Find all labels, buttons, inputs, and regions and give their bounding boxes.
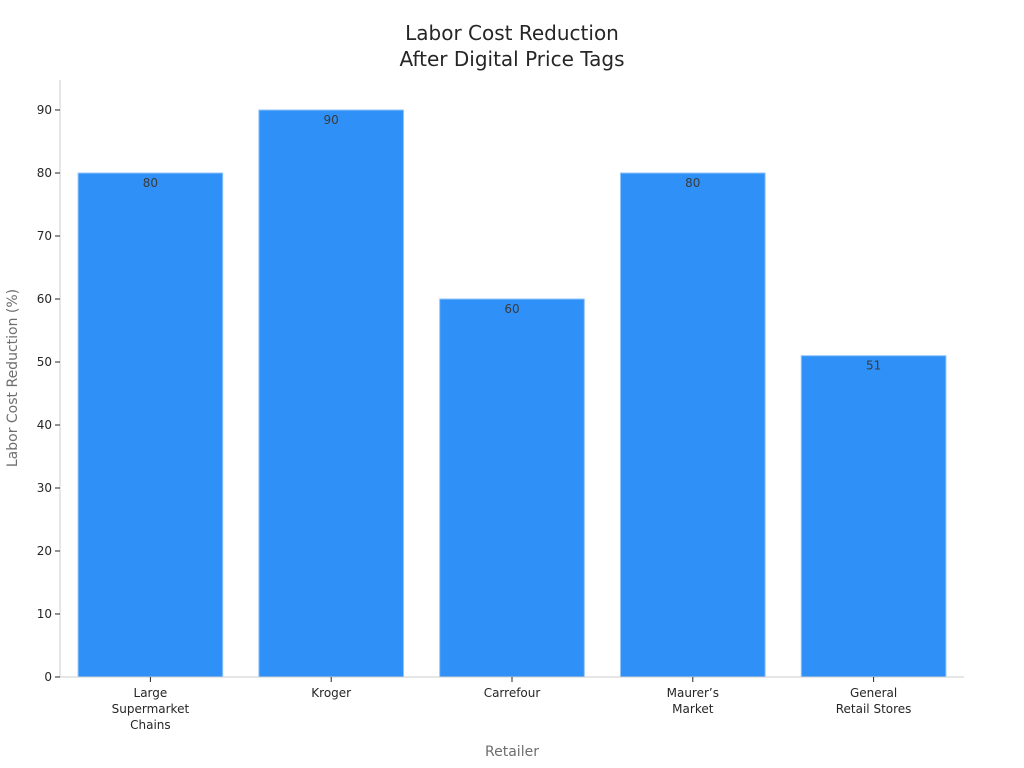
x-tick-label: Kroger (311, 686, 351, 700)
bar (619, 172, 766, 678)
x-tick-label-line: General (850, 686, 897, 700)
bar-value-label: 80 (685, 176, 700, 190)
y-axis-ticks: 0 10 20 30 40 50 60 70 80 90 (37, 103, 60, 684)
data-labels: 80 90 60 80 51 (143, 113, 881, 373)
x-tick-label: Large Supermarket Chains (112, 686, 190, 732)
y-tick-label: 60 (37, 292, 52, 306)
x-tick-label-line: Retail Stores (836, 702, 912, 716)
x-tick-label-line: Market (672, 702, 714, 716)
bar (800, 355, 947, 678)
bar-value-label: 51 (866, 359, 881, 373)
bar-value-label: 80 (143, 176, 158, 190)
x-tick-label-line: Supermarket (112, 702, 190, 716)
y-tick-label: 40 (37, 418, 52, 432)
y-tick-label: 30 (37, 481, 52, 495)
y-axis-title: Labor Cost Reduction (%) (5, 289, 21, 467)
y-tick-label: 0 (44, 670, 52, 684)
bar (258, 109, 405, 678)
chart-title-line-1: Labor Cost Reduction (405, 21, 619, 45)
x-tick-label-line: Chains (130, 718, 171, 732)
x-axis-ticks: Large Supermarket Chains Kroger Carrefour Mau… (112, 677, 912, 732)
x-tick-label: Maurer’s Market (667, 686, 719, 716)
bar (77, 172, 224, 678)
bars-layer (77, 109, 947, 678)
y-tick-label: 10 (37, 607, 52, 621)
bar-value-label: 90 (324, 113, 339, 127)
x-tick-label: Carrefour (484, 686, 541, 700)
y-tick-label: 20 (37, 544, 52, 558)
x-tick-label: General Retail Stores (836, 686, 912, 716)
y-tick-label: 80 (37, 166, 52, 180)
bar (439, 298, 585, 678)
x-tick-label-line: Maurer’s (667, 686, 719, 700)
x-tick-label-line: Kroger (311, 686, 351, 700)
y-tick-label: 90 (37, 103, 52, 117)
bar-value-label: 60 (504, 302, 519, 316)
y-tick-label: 70 (37, 229, 52, 243)
x-tick-label-line: Large (134, 686, 168, 700)
x-axis-title: Retailer (485, 744, 539, 760)
x-tick-label-line: Carrefour (484, 686, 541, 700)
chart-title: Labor Cost Reduction After Digital Price… (399, 21, 624, 71)
y-tick-label: 50 (37, 355, 52, 369)
chart-title-line-2: After Digital Price Tags (399, 47, 624, 71)
